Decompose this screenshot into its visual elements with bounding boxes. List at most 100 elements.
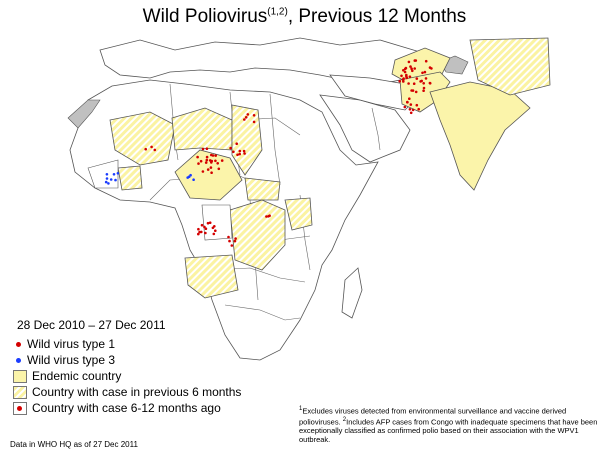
case-dot — [400, 74, 403, 78]
case-dot — [105, 173, 109, 176]
case-dot — [407, 60, 411, 64]
case-dot — [206, 168, 210, 171]
case-dot — [197, 162, 200, 165]
case-dot — [112, 173, 116, 176]
case-dot — [230, 244, 234, 247]
case-dot — [150, 145, 153, 149]
case-dot — [409, 111, 413, 115]
case-dot — [199, 159, 203, 163]
case-dot — [428, 82, 432, 85]
case-dot — [204, 227, 208, 230]
legend-endemic-label: Endemic country — [32, 369, 122, 383]
legend-type3: Wild virus type 3 — [13, 352, 241, 368]
case-dot — [214, 229, 217, 232]
case-dot — [428, 66, 432, 69]
case-dot — [216, 162, 219, 165]
cote-divoire-region — [117, 165, 143, 191]
case-dot — [414, 90, 418, 94]
case-dot — [405, 75, 408, 78]
case-dot — [205, 158, 209, 162]
case-dot — [192, 178, 195, 181]
case-dot — [104, 180, 108, 184]
case-dot — [415, 77, 419, 80]
case-dot — [408, 75, 412, 78]
footnote-mark-2: 2 — [342, 416, 347, 423]
case-dot — [200, 230, 203, 234]
case-dot — [422, 82, 426, 85]
case-dot — [220, 159, 224, 162]
case-dot — [210, 171, 213, 174]
case-dot — [209, 166, 213, 169]
case-dot — [201, 170, 205, 173]
case-dot — [408, 97, 411, 100]
case-dot — [233, 239, 237, 243]
blue-dot-icon — [16, 357, 21, 363]
case-dot — [409, 103, 413, 106]
madagascar-landmass — [341, 267, 363, 319]
case-dot — [407, 82, 410, 85]
case-dot — [415, 103, 419, 107]
case-dot — [217, 167, 221, 171]
case-dot — [236, 153, 239, 157]
case-dot — [403, 70, 407, 74]
case-dot — [404, 66, 408, 70]
legend-6-12: Country with case 6-12 months ago — [13, 400, 241, 416]
legend-6-12-label: Country with case 6-12 months ago — [32, 401, 221, 415]
case-dot — [232, 150, 235, 154]
case-dot — [109, 178, 113, 181]
footnote-text-2: Includes AFP cases from Congo with inade… — [299, 417, 598, 444]
case-dot — [203, 225, 206, 229]
case-dot — [229, 146, 232, 150]
title-suffix: , Previous 12 Months — [287, 6, 467, 27]
hatched-swatch-icon — [13, 385, 27, 399]
case-dot — [227, 235, 230, 239]
source-note: Data in WHO HQ as of 27 Dec 2011 — [10, 440, 138, 449]
legend-prev6-label: Country with case in previous 6 months — [32, 385, 242, 399]
case-dot — [116, 172, 120, 175]
case-dot — [213, 225, 216, 228]
case-dot — [423, 70, 427, 74]
case-dot — [201, 147, 205, 151]
case-dot — [402, 77, 405, 80]
title-text: Wild Poliovirus — [142, 6, 268, 27]
case-dot — [413, 67, 417, 70]
case-dot — [424, 59, 428, 63]
date-range: 28 Dec 2010 – 27 Dec 2011 — [17, 318, 166, 332]
case-dot — [153, 148, 157, 152]
case-dot — [235, 142, 238, 145]
case-dots — [104, 59, 433, 247]
case-dot — [403, 105, 407, 109]
footnote-text-1: Excludes viruses detected from environme… — [299, 406, 567, 426]
case-dot — [200, 223, 204, 227]
case-dot — [244, 116, 248, 119]
case-dot — [228, 239, 231, 243]
nigeria-region — [174, 149, 243, 201]
mali-region — [109, 111, 176, 166]
case-dot — [409, 65, 412, 68]
legend-type3-label: Wild virus type 3 — [27, 353, 116, 367]
footnote: 1Excludes viruses detected from environm… — [299, 405, 605, 444]
legend-type1: Wild virus type 1 — [13, 336, 241, 352]
case-dot — [208, 221, 212, 224]
case-dot — [419, 80, 422, 83]
case-dot — [410, 67, 413, 70]
case-dot — [197, 227, 200, 231]
map-title: Wild Poliovirus(1,2), Previous 12 Months — [0, 6, 609, 28]
case-dot — [242, 149, 246, 153]
case-dot — [205, 147, 209, 150]
case-dot — [408, 108, 412, 111]
case-dot — [206, 221, 210, 225]
case-dot — [243, 152, 246, 155]
case-dot — [422, 89, 425, 92]
angola-region — [184, 254, 239, 299]
case-dot — [107, 182, 110, 185]
case-dot — [413, 59, 417, 62]
case-dot — [243, 118, 246, 121]
case-dot — [421, 71, 424, 75]
case-dot — [208, 159, 212, 162]
legend: Wild virus type 1 Wild virus type 3 Ende… — [13, 336, 241, 416]
footnote-mark-1: 1 — [299, 406, 303, 412]
case-dot — [214, 159, 217, 163]
case-dot — [398, 79, 402, 83]
case-dot — [406, 100, 409, 104]
